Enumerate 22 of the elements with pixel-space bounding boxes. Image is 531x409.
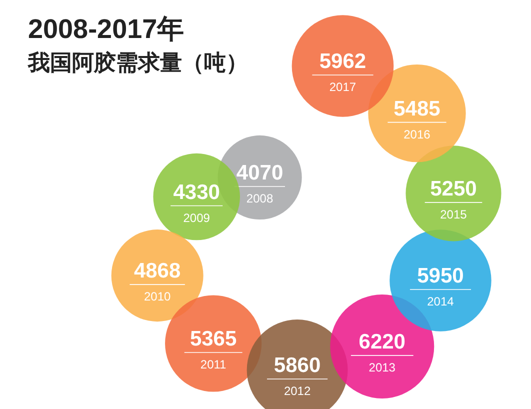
category-label: 2009 — [183, 210, 210, 225]
category-label: 2010 — [144, 290, 171, 304]
data-label: 5962 — [319, 50, 366, 74]
category-label: 2008 — [246, 191, 274, 206]
category-label: 2016 — [404, 127, 431, 142]
category-label: 2017 — [329, 80, 356, 94]
title: 2008-2017年 — [28, 14, 184, 44]
category-label: 2015 — [440, 207, 468, 222]
data-label: 6220 — [358, 330, 406, 354]
data-label: 5950 — [417, 264, 464, 288]
data-label: 5860 — [274, 354, 321, 377]
data-label: 5365 — [190, 328, 238, 350]
data-label: 5250 — [430, 177, 477, 200]
data-label: 4070 — [236, 161, 284, 184]
data-label: 4330 — [173, 180, 220, 204]
category-label: 2014 — [427, 294, 454, 309]
category-label: 2012 — [284, 384, 311, 398]
category-label: 2011 — [200, 358, 227, 372]
subtitle: 我国阿胶需求量（吨） — [28, 50, 248, 75]
category-label: 2013 — [368, 360, 396, 374]
data-label: 4868 — [134, 260, 181, 283]
data-label: 5485 — [394, 97, 441, 120]
